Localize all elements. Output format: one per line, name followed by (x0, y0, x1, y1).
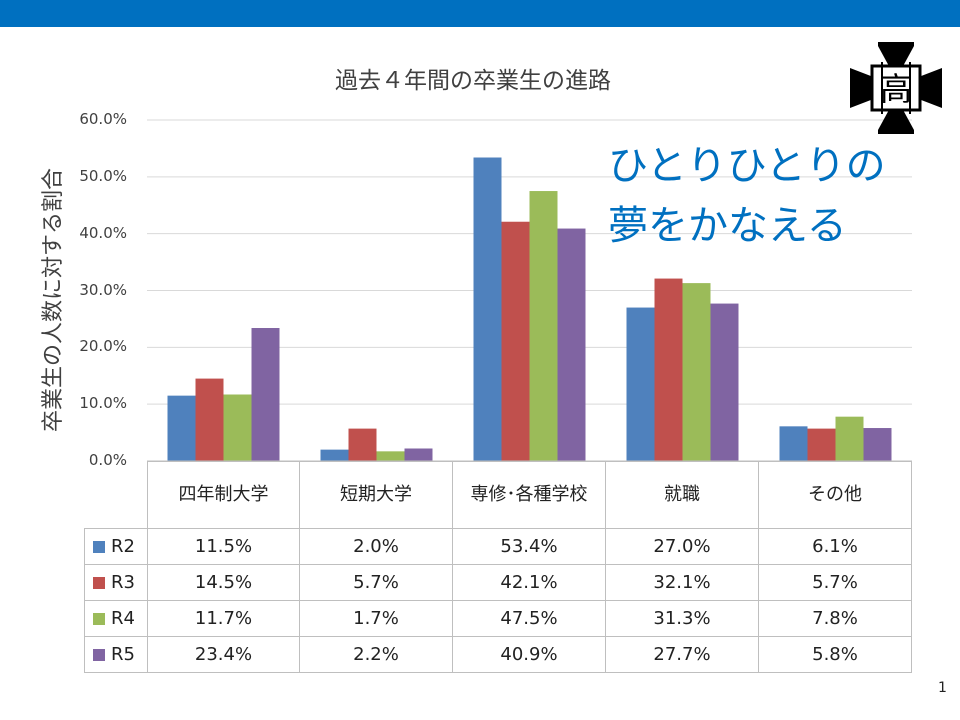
legend-swatch-r2 (93, 541, 105, 553)
table-row: R4 11.7% 1.7% 47.5% 31.3% 7.8% (84, 600, 912, 637)
bar-r4-4 (835, 416, 864, 461)
table-category: 短期大学 (299, 461, 453, 529)
table-cell: 47.5% (452, 600, 606, 637)
table-cell: 14.5% (147, 564, 300, 601)
legend-swatch-r3 (93, 577, 105, 589)
legend-label: R3 (111, 572, 135, 593)
chart-title: 過去４年間の卒業生の進路 (335, 68, 611, 94)
table-cell: 53.4% (452, 528, 606, 565)
table-cell: 2.2% (299, 636, 453, 673)
table-header-row: 四年制大学 短期大学 専修･各種学校 就職 その他 (84, 461, 912, 529)
page-number: 1 (938, 680, 947, 696)
bar-r3-2 (501, 221, 530, 461)
table-cell: 5.7% (299, 564, 453, 601)
bar-r2-4 (779, 426, 808, 461)
legend-swatch-r5 (93, 649, 105, 661)
legend-label: R5 (111, 644, 135, 665)
y-tick-label: 60.0% (79, 110, 127, 128)
legend-label: R4 (111, 608, 135, 629)
bar-r5-3 (710, 303, 739, 461)
bar-r2-2 (473, 157, 502, 461)
bar-r3-4 (807, 428, 836, 461)
bar-r4-2 (529, 191, 558, 461)
school-emblem-icon: 高 (850, 42, 942, 134)
top-bar (0, 0, 960, 27)
bar-r5-0 (251, 328, 280, 461)
bar-r3-3 (654, 278, 683, 461)
bar-r2-1 (320, 449, 349, 461)
y-tick-label: 20.0% (79, 337, 127, 356)
table-category: 専修･各種学校 (452, 461, 606, 529)
table-cell: 6.1% (758, 528, 912, 565)
table-cell: 11.5% (147, 528, 300, 565)
table-cell: 31.3% (605, 600, 759, 637)
table-row: R5 23.4% 2.2% 40.9% 27.7% 5.8% (84, 636, 912, 673)
svg-text:高: 高 (880, 70, 912, 108)
table-row: R3 14.5% 5.7% 42.1% 32.1% 5.7% (84, 564, 912, 601)
bar-r3-1 (348, 428, 377, 461)
table-category: その他 (758, 461, 912, 529)
table-cell: 27.7% (605, 636, 759, 673)
table-row: R2 11.5% 2.0% 53.4% 27.0% 6.1% (84, 528, 912, 565)
bar-r2-0 (167, 395, 196, 461)
table-cell: 42.1% (452, 564, 606, 601)
slogan-line-1: ひとりひとりの (608, 143, 886, 189)
table-category: 四年制大学 (147, 461, 300, 529)
bar-r2-3 (626, 307, 655, 461)
table-cell: 27.0% (605, 528, 759, 565)
bar-r5-1 (404, 448, 433, 461)
y-tick-label: 10.0% (79, 394, 127, 413)
bar-r3-0 (195, 378, 224, 461)
bar-r4-0 (223, 394, 252, 461)
bar-r4-1 (376, 451, 405, 461)
y-tick-label: 30.0% (79, 280, 127, 299)
table-cell: 32.1% (605, 564, 759, 601)
table-cell: 40.9% (452, 636, 606, 673)
bar-r5-2 (557, 228, 586, 461)
table-cell: 23.4% (147, 636, 300, 673)
table-cell: 5.7% (758, 564, 912, 601)
table-cell: 5.8% (758, 636, 912, 673)
y-tick-label: 50.0% (79, 166, 127, 185)
legend-label: R2 (111, 536, 135, 557)
table-category: 就職 (605, 461, 759, 529)
table-cell: 7.8% (758, 600, 912, 637)
legend-swatch-r4 (93, 613, 105, 625)
y-tick-label: 40.0% (79, 223, 127, 242)
table-cell: 2.0% (299, 528, 453, 565)
bar-r4-3 (682, 283, 711, 461)
table-cell: 11.7% (147, 600, 300, 637)
data-table: 四年制大学 短期大学 専修･各種学校 就職 その他 R2 11.5% 2.0% … (84, 461, 912, 673)
slogan-line-2: 夢をかなえる (608, 203, 847, 249)
bar-r5-4 (863, 428, 892, 461)
table-cell: 1.7% (299, 600, 453, 637)
